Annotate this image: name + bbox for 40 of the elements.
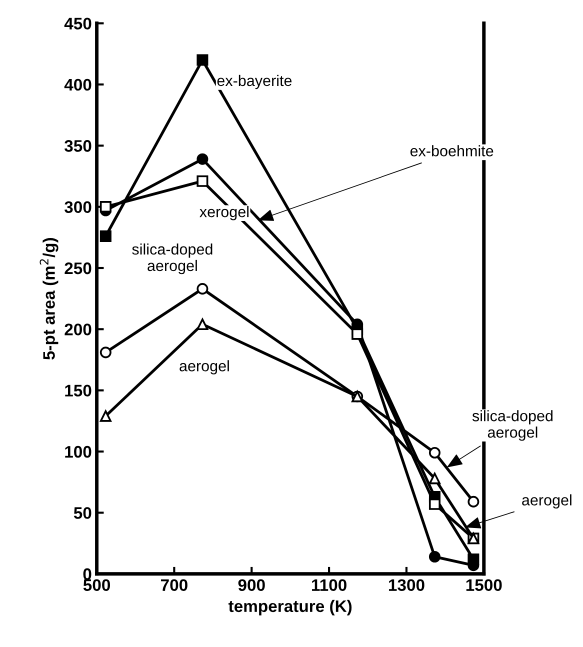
x-axis-title: temperature (K) xyxy=(228,600,352,616)
y-tick-label: 450 xyxy=(64,18,92,30)
x-tick-label: 500 xyxy=(83,579,110,591)
point xyxy=(352,328,364,340)
point xyxy=(196,283,208,295)
point xyxy=(196,54,208,66)
x-tick-label: 1100 xyxy=(312,579,346,591)
y-tick-label: 350 xyxy=(64,140,92,152)
point xyxy=(428,498,440,510)
point xyxy=(196,318,208,330)
y-axis-title: 5-pt area (m$^{2}$/g) xyxy=(40,238,58,360)
annotation: ex-boehmite xyxy=(410,145,494,156)
y-tick-label: 250 xyxy=(64,262,92,274)
y-tick-label: 300 xyxy=(64,201,92,214)
y-tick-label: 100 xyxy=(65,446,92,458)
point xyxy=(428,472,440,484)
x-tick-label: 700 xyxy=(161,579,188,591)
y-tick-label: 150 xyxy=(65,384,92,397)
annotation: silica-doped aerogel xyxy=(132,243,212,274)
y-tick-label: 0 xyxy=(83,568,92,580)
y-tick-label: 400 xyxy=(64,78,92,91)
point xyxy=(100,201,112,213)
y-tick-label: 50 xyxy=(74,507,92,519)
point xyxy=(428,550,440,563)
annotation: aerogel xyxy=(180,360,229,374)
x-tick-label: 1300 xyxy=(388,579,424,592)
point xyxy=(468,496,480,508)
point xyxy=(100,346,112,358)
point xyxy=(100,230,112,242)
annotation: xerogel xyxy=(200,206,248,220)
annotation: silica-doped aerogel xyxy=(472,410,553,441)
x-tick-label: 1500 xyxy=(466,579,502,591)
point xyxy=(100,410,112,422)
x-tick-label: 900 xyxy=(238,579,265,591)
y-tick-label: 200 xyxy=(64,324,92,336)
point xyxy=(196,175,208,187)
point xyxy=(196,153,208,165)
annotation: ex-bayerite xyxy=(217,74,292,90)
annotation: aerogel xyxy=(522,494,572,509)
point xyxy=(428,446,440,459)
